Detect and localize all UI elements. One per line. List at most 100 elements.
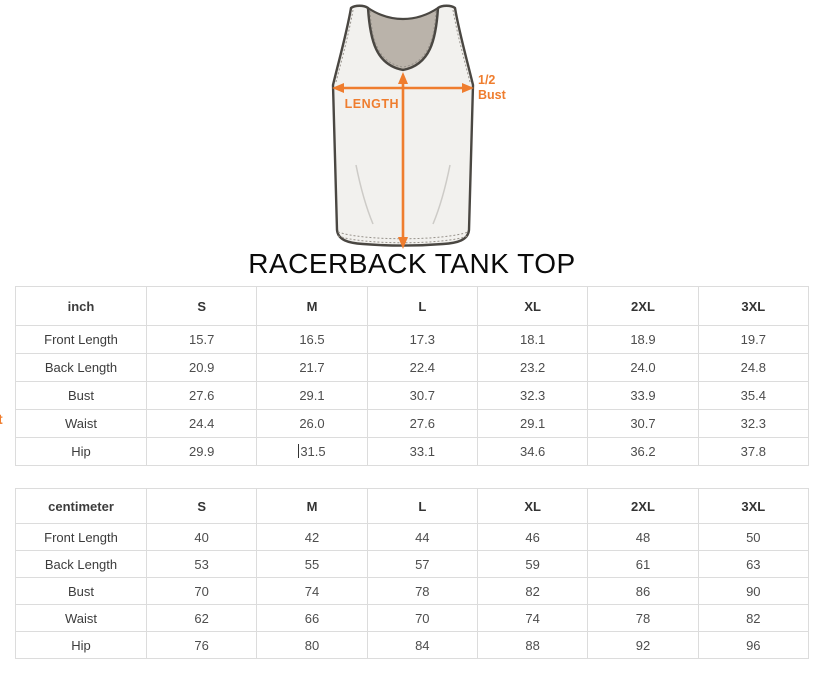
value-cell: 46 [476, 523, 589, 551]
measurement-row: Hip 29.9 31.5 33.1 34.6 36.2 37.8 [15, 437, 810, 466]
measurement-label: Bust [15, 381, 147, 410]
value-cell: 33.9 [587, 381, 699, 410]
measurement-row: Front Length 40 42 44 46 48 50 [15, 523, 810, 551]
value-cell: 82 [476, 577, 589, 605]
value-cell: 50 [697, 523, 810, 551]
value-cell: 70 [145, 577, 258, 605]
tank-top-diagram: LENGTH 1/2 Bust [318, 2, 548, 254]
measurement-label: Waist [15, 604, 147, 632]
length-label: LENGTH [345, 97, 399, 111]
value-cell: 70 [366, 604, 478, 632]
size-column-header: M [256, 286, 368, 326]
value-cell: 78 [366, 577, 478, 605]
value-cell: 32.3 [476, 381, 589, 410]
value-cell: 24.8 [697, 353, 810, 382]
value-cell: 27.6 [145, 381, 258, 410]
size-column-header: 2XL [587, 488, 699, 524]
value-cell: 59 [476, 550, 589, 578]
value-cell: 36.2 [587, 437, 699, 466]
value-cell: 84 [366, 631, 478, 659]
measurement-row: Waist 62 66 70 74 78 82 [15, 604, 810, 632]
value-cell: 18.1 [476, 325, 589, 354]
value-cell: 33.1 [366, 437, 478, 466]
right-crease [432, 164, 451, 225]
value-cell: 21.7 [256, 353, 368, 382]
page-title: RACERBACK TANK TOP [248, 248, 576, 279]
value-cell: 63 [697, 550, 810, 578]
value-cell: 44 [366, 523, 478, 551]
value-cell: 82 [697, 604, 810, 632]
value-cell: 18.9 [587, 325, 699, 354]
tank-top-illustration: LENGTH 1/2 Bust [331, 4, 507, 249]
length-measure-arrow [398, 72, 408, 249]
size-column-header: M [256, 488, 368, 524]
value-cell: 92 [587, 631, 699, 659]
measurement-label: Front Length [15, 325, 147, 354]
value-cell: 96 [697, 631, 810, 659]
size-column-header: XL [476, 488, 589, 524]
value-cell: 88 [476, 631, 589, 659]
value-cell: 19.7 [697, 325, 810, 354]
measurement-label: Back Length [15, 550, 147, 578]
measurement-label: Hip [15, 437, 147, 466]
measurement-label: Front Length [15, 523, 147, 551]
measurement-row: Front Length 15.7 16.5 17.3 18.1 18.9 19.7 [15, 325, 810, 354]
value-cell: 48 [587, 523, 699, 551]
value-cell: 76 [145, 631, 258, 659]
value-cell: 24.0 [587, 353, 699, 382]
size-column-header: S [145, 286, 258, 326]
value-cell: 57 [366, 550, 478, 578]
measurement-label: Waist [15, 409, 147, 438]
neck-stitch-line [369, 10, 437, 68]
clipped-text-fragment: t [0, 411, 3, 427]
size-table-centimeter: centimeter S M L XL 2XL 3XL Front Length 40 42 44 4… [15, 488, 810, 659]
value-cell: 74 [476, 604, 589, 632]
half-bust-label-fraction: 1/2 [478, 73, 495, 87]
size-column-header: L [366, 488, 478, 524]
value-cell: 74 [256, 577, 368, 605]
value-cell: 26.0 [256, 409, 368, 438]
value-cell: 40 [145, 523, 258, 551]
value-cell: 31.5 [256, 437, 368, 466]
measurement-row: Back Length 20.9 21.7 22.4 23.2 24.0 24.8 [15, 353, 810, 382]
unit-label: inch [15, 286, 147, 326]
value-cell: 78 [587, 604, 699, 632]
value-cell: 35.4 [697, 381, 810, 410]
measurement-row: Bust 70 74 78 82 86 90 [15, 577, 810, 605]
half-bust-label-word: Bust [478, 88, 507, 102]
left-crease [355, 164, 374, 225]
value-cell: 23.2 [476, 353, 589, 382]
value-cell: 62 [145, 604, 258, 632]
measurement-row: Back Length 53 55 57 59 61 63 [15, 550, 810, 578]
value-cell: 22.4 [366, 353, 478, 382]
value-cell: 90 [697, 577, 810, 605]
measurement-row: Hip 76 80 84 88 92 96 [15, 631, 810, 659]
value-cell: 53 [145, 550, 258, 578]
unit-label: centimeter [15, 488, 147, 524]
size-column-header: S [145, 488, 258, 524]
value-cell: 61 [587, 550, 699, 578]
value-cell: 30.7 [366, 381, 478, 410]
value-cell: 17.3 [366, 325, 478, 354]
size-column-header: 2XL [587, 286, 699, 326]
value-cell: 86 [587, 577, 699, 605]
header-row: inch S M L XL 2XL 3XL [15, 286, 810, 326]
measurement-label: Back Length [15, 353, 147, 382]
right-armhole-stitch [452, 9, 471, 83]
size-tables-section: inch S M L XL 2XL 3XL Front Length 15.7 16.5 17.3 1… [15, 286, 810, 681]
header-row: centimeter S M L XL 2XL 3XL [15, 488, 810, 524]
value-cell: 55 [256, 550, 368, 578]
value-cell: 24.4 [145, 409, 258, 438]
value-cell: 16.5 [256, 325, 368, 354]
measurement-row: Waist 24.4 26.0 27.6 29.1 30.7 32.3 [15, 409, 810, 438]
value-cell: 30.7 [587, 409, 699, 438]
measurement-label: Hip [15, 631, 147, 659]
value-cell: 27.6 [366, 409, 478, 438]
value-cell: 32.3 [697, 409, 810, 438]
size-column-header: L [366, 286, 478, 326]
value-cell: 66 [256, 604, 368, 632]
value-cell: 42 [256, 523, 368, 551]
value-cell: 20.9 [145, 353, 258, 382]
value-cell: 15.7 [145, 325, 258, 354]
value-cell: 29.1 [476, 409, 589, 438]
